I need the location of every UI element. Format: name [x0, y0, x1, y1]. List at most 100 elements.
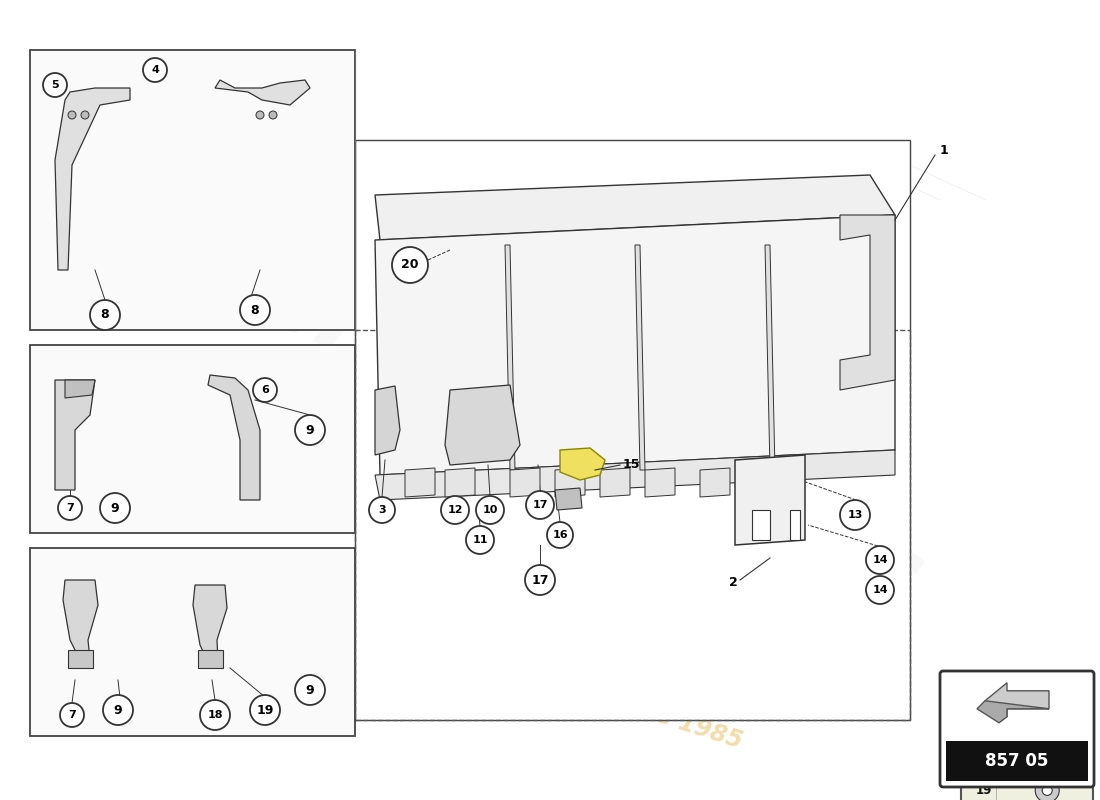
Text: 20: 20: [402, 258, 419, 271]
Text: 1: 1: [940, 143, 948, 157]
Text: 5: 5: [52, 80, 58, 90]
Polygon shape: [65, 380, 95, 398]
Circle shape: [840, 500, 870, 530]
Text: 8: 8: [101, 309, 109, 322]
Text: 13: 13: [847, 510, 862, 520]
Polygon shape: [214, 80, 310, 105]
Circle shape: [100, 493, 130, 523]
Polygon shape: [63, 580, 98, 660]
Text: 857 05: 857 05: [986, 752, 1048, 770]
Circle shape: [295, 415, 324, 445]
Circle shape: [270, 111, 277, 119]
Circle shape: [866, 576, 894, 604]
Polygon shape: [55, 88, 130, 270]
Polygon shape: [446, 385, 520, 465]
Bar: [752, 510, 770, 540]
Polygon shape: [556, 488, 582, 510]
Text: 19: 19: [976, 784, 992, 797]
Text: 14: 14: [872, 555, 888, 565]
Polygon shape: [840, 215, 895, 390]
Text: 10: 10: [482, 505, 497, 515]
Circle shape: [250, 695, 280, 725]
Bar: [30, 50, 355, 330]
Polygon shape: [510, 468, 540, 497]
Text: 16: 16: [552, 530, 568, 540]
Circle shape: [90, 300, 120, 330]
Polygon shape: [764, 245, 776, 470]
Polygon shape: [375, 450, 895, 500]
Circle shape: [143, 58, 167, 82]
Polygon shape: [446, 468, 475, 497]
Circle shape: [866, 546, 894, 574]
Text: 8: 8: [251, 303, 260, 317]
Polygon shape: [556, 468, 585, 497]
Polygon shape: [375, 175, 895, 240]
Polygon shape: [375, 215, 895, 475]
Polygon shape: [505, 245, 515, 470]
Bar: [68, 650, 94, 668]
Circle shape: [253, 378, 277, 402]
Text: 19: 19: [256, 703, 274, 717]
Bar: [961, 766, 1093, 800]
Circle shape: [1042, 786, 1053, 795]
FancyBboxPatch shape: [940, 671, 1094, 787]
Circle shape: [240, 295, 270, 325]
Circle shape: [68, 111, 76, 119]
Polygon shape: [405, 468, 435, 497]
Circle shape: [526, 491, 554, 519]
Circle shape: [81, 111, 89, 119]
Bar: [355, 330, 910, 720]
Text: 2: 2: [729, 575, 738, 589]
Text: 11: 11: [472, 535, 487, 545]
Circle shape: [525, 565, 556, 595]
Polygon shape: [700, 468, 730, 497]
Circle shape: [200, 700, 230, 730]
Text: 7: 7: [68, 710, 76, 720]
Circle shape: [476, 496, 504, 524]
Circle shape: [43, 73, 67, 97]
Circle shape: [368, 497, 395, 523]
Bar: [946, 741, 1088, 781]
Circle shape: [256, 111, 264, 119]
Polygon shape: [755, 468, 785, 497]
Text: 9: 9: [113, 703, 122, 717]
Bar: [961, 716, 1093, 766]
Polygon shape: [192, 585, 227, 662]
Circle shape: [392, 247, 428, 283]
Text: 17: 17: [532, 500, 548, 510]
Circle shape: [1035, 778, 1059, 800]
Text: eurocarparts: eurocarparts: [161, 201, 939, 639]
Circle shape: [58, 496, 82, 520]
Text: 18: 18: [207, 710, 222, 720]
Text: 7: 7: [66, 503, 74, 513]
Text: 3: 3: [378, 505, 386, 515]
Text: 14: 14: [872, 585, 888, 595]
Polygon shape: [635, 245, 645, 470]
Circle shape: [547, 522, 573, 548]
Text: 12: 12: [448, 505, 463, 515]
Text: 9: 9: [111, 502, 119, 514]
Circle shape: [60, 703, 84, 727]
Polygon shape: [375, 386, 400, 455]
Circle shape: [103, 695, 133, 725]
Circle shape: [441, 496, 469, 524]
Text: 6: 6: [261, 385, 268, 395]
Text: 15: 15: [623, 458, 640, 470]
Circle shape: [295, 675, 324, 705]
Bar: [790, 510, 800, 540]
Polygon shape: [645, 468, 675, 497]
Bar: [198, 650, 223, 668]
Bar: [30, 345, 355, 533]
Text: 17: 17: [531, 574, 549, 586]
Polygon shape: [560, 448, 605, 480]
Text: 9: 9: [306, 683, 315, 697]
Bar: [355, 140, 910, 720]
Polygon shape: [735, 455, 805, 545]
Polygon shape: [600, 468, 630, 497]
Text: 20: 20: [976, 734, 992, 747]
Bar: [961, 716, 1093, 800]
Text: 4: 4: [151, 65, 158, 75]
Polygon shape: [55, 380, 95, 490]
Bar: [30, 548, 355, 736]
Polygon shape: [977, 701, 1049, 723]
